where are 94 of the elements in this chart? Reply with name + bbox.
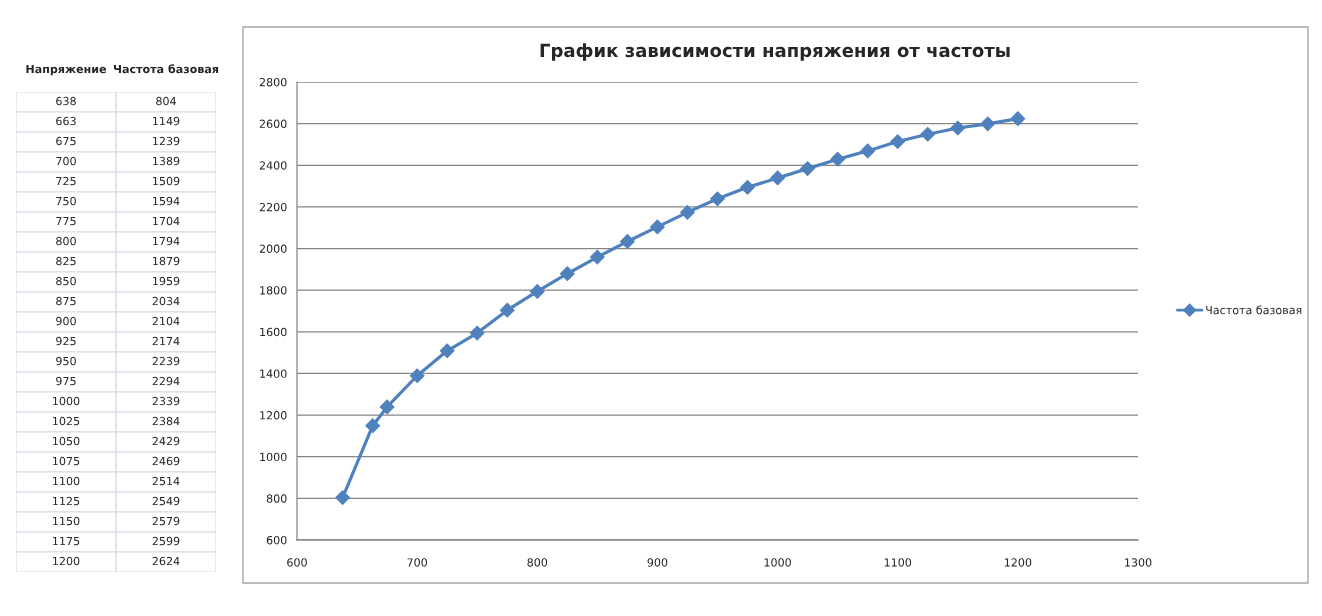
- data-label: 1879: [153, 256, 180, 266]
- point: [589, 249, 605, 265]
- data-label: 875: [56, 296, 76, 306]
- point: [890, 134, 906, 149]
- data-label: 2034: [152, 296, 180, 306]
- y-tick-label: 2400: [259, 161, 287, 170]
- data-label: 2174: [152, 336, 180, 346]
- data-label: 1239: [153, 136, 180, 146]
- x-tick-label: 900: [647, 558, 668, 567]
- data-label: 850: [56, 276, 76, 286]
- data-label: 1794: [153, 236, 180, 246]
- data-label: 2624: [152, 556, 180, 566]
- data-label: 2104: [152, 316, 180, 326]
- point: [365, 418, 381, 434]
- data-label: 950: [56, 356, 76, 366]
- point: [740, 179, 755, 195]
- data-label: 2549: [152, 496, 180, 506]
- data-label: 1389: [153, 156, 180, 166]
- data-label: 2294: [152, 376, 180, 386]
- y-tick-label: 2600: [259, 119, 287, 129]
- point: [710, 191, 725, 207]
- data-label: 1959: [153, 276, 180, 286]
- data-label: 1594: [153, 196, 180, 206]
- x-tick-label: 1200: [1004, 558, 1032, 567]
- data-label: 1175: [53, 536, 80, 546]
- y-tick-label: 2200: [259, 202, 287, 212]
- data-label: 900: [56, 316, 76, 326]
- point: [559, 266, 575, 282]
- x-tick-label: 1000: [764, 558, 791, 567]
- point: [770, 170, 785, 186]
- y-tick-label: 1400: [260, 369, 287, 378]
- x-tick-label: 700: [407, 558, 428, 567]
- point: [920, 126, 936, 142]
- point: [830, 151, 846, 167]
- y-tick-label: 1000: [260, 452, 287, 462]
- point: [800, 161, 815, 176]
- point: [980, 116, 996, 132]
- data-label: 1025: [53, 416, 80, 426]
- data-label: 2514: [152, 476, 180, 486]
- data-label: 663: [56, 116, 76, 126]
- data-label: 700: [56, 156, 76, 166]
- point: [439, 343, 455, 359]
- x-tick-label: 1300: [1125, 558, 1152, 567]
- data-label: 925: [56, 336, 76, 346]
- y-tick-label: 800: [266, 494, 287, 503]
- data-label: 1125: [53, 496, 80, 506]
- data-label: 638: [56, 96, 76, 106]
- point: [379, 399, 395, 415]
- data-label: 2599: [152, 536, 180, 546]
- point: [469, 325, 485, 341]
- y-tick-label: 2800: [259, 77, 287, 87]
- x-tick-label: Напряжение: [26, 64, 107, 76]
- data-label: 1100: [53, 476, 80, 486]
- data-label: 1050: [53, 436, 80, 446]
- data-label: 2579: [152, 516, 180, 526]
- data-label: 725: [56, 176, 76, 186]
- data-label: 1704: [153, 216, 180, 226]
- data-label: 1000: [53, 396, 80, 406]
- data-label: 2239: [152, 356, 180, 366]
- point: [650, 219, 665, 235]
- x-tick-label: 600: [287, 558, 307, 567]
- data-label: 775: [56, 216, 76, 226]
- data-label: 2339: [152, 396, 180, 406]
- data-label: 2429: [152, 436, 180, 446]
- y-tick-label: 1600: [260, 327, 287, 337]
- point: [680, 204, 695, 220]
- data-label: 825: [56, 256, 76, 266]
- y-tick-label: 600: [266, 535, 287, 545]
- data-label: 1075: [53, 456, 80, 466]
- data-label: 2469: [152, 456, 180, 466]
- point: [1010, 111, 1026, 127]
- y-tick-label: 2000: [259, 244, 287, 253]
- point: [335, 490, 351, 505]
- y-tick-label: 1200: [260, 411, 287, 420]
- point: [409, 368, 425, 384]
- point: [950, 120, 966, 136]
- data-label: 1509: [153, 176, 180, 186]
- data-label: 1149: [153, 116, 180, 126]
- data-label: 975: [56, 376, 76, 386]
- y-tick-label: 1800: [260, 286, 287, 295]
- point: [529, 284, 545, 299]
- x-tick-label: 800: [527, 558, 548, 567]
- data-label: 750: [56, 196, 76, 206]
- point: [860, 143, 876, 159]
- point: [499, 302, 515, 318]
- data-label: 675: [56, 136, 76, 146]
- legend-label: Частота базовая: [1206, 305, 1302, 315]
- x-tick-label: 1100: [884, 558, 912, 567]
- data-label: 2384: [152, 416, 180, 426]
- chart-title: График зависимости напряжения от частоты: [540, 43, 1010, 61]
- data-label: 1150: [53, 516, 80, 526]
- data-label: 800: [56, 236, 76, 246]
- point: [620, 234, 635, 249]
- data-label: 804: [156, 96, 176, 106]
